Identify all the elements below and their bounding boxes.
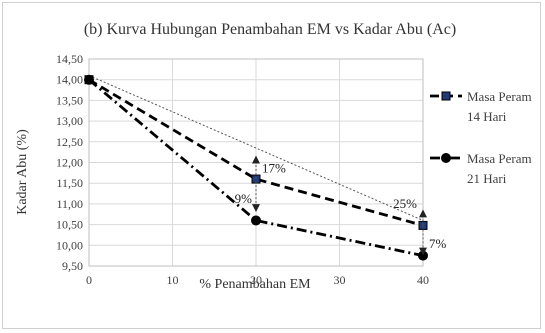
legend-swatch-marker <box>441 153 451 163</box>
legend: Masa Peram 14 Hari Masa Peram 21 Hari <box>430 89 532 186</box>
series-line-1 <box>88 78 424 227</box>
y-tick-label: 10,50 <box>56 218 83 232</box>
y-tick-label: 11,00 <box>56 197 83 211</box>
y-tick-label: 13,00 <box>56 114 83 128</box>
legend-label: 14 Hari <box>467 109 507 124</box>
annotation-label: 7% <box>429 236 447 251</box>
y-tick-label: 12,50 <box>56 135 83 149</box>
x-tick-label: 40 <box>417 273 429 287</box>
y-tick-label: 9,50 <box>62 259 83 273</box>
reference-line <box>88 75 424 221</box>
y-tick-label: 13,50 <box>56 93 83 107</box>
y-tick-label: 11,50 <box>56 176 83 190</box>
chart-frame <box>2 2 541 329</box>
chart-title: (b) Kurva Hubungan Penambahan EM vs Kada… <box>84 21 456 38</box>
x-tick-label: 20 <box>250 273 262 287</box>
plot-area-border <box>88 58 424 267</box>
y-axis-label: Kadar Abu (%) <box>15 129 30 215</box>
y-tick-label: 10,00 <box>56 238 83 252</box>
x-tick-label: 10 <box>167 273 179 287</box>
x-tick-label: 30 <box>334 273 346 287</box>
annotation-label: 9% <box>235 191 253 206</box>
legend-label: Masa Peram <box>467 151 532 166</box>
y-tick-label: 12,00 <box>56 156 83 170</box>
legend-label: 21 Hari <box>467 171 507 186</box>
series-point-2 <box>418 250 428 261</box>
annotations: 17% 9% 25% 7% <box>235 155 447 256</box>
x-axis-label: % Penambahan EM <box>199 277 311 292</box>
legend-swatch-marker <box>441 91 451 101</box>
y-tick-label: 14,50 <box>56 52 83 66</box>
annotation-label: 25% <box>393 196 417 211</box>
annotation-label: 17% <box>262 161 286 176</box>
y-tick-label: 14,00 <box>56 73 83 87</box>
grid <box>88 58 424 267</box>
x-tick-label: 0 <box>86 273 92 287</box>
series-point-2 <box>251 215 261 226</box>
series-point-2 <box>84 74 94 85</box>
axes: 9,50 10,00 10,50 11,00 11,50 12,00 12,50 13,00 1… <box>56 52 429 287</box>
legend-label: Masa Peram <box>467 89 532 104</box>
